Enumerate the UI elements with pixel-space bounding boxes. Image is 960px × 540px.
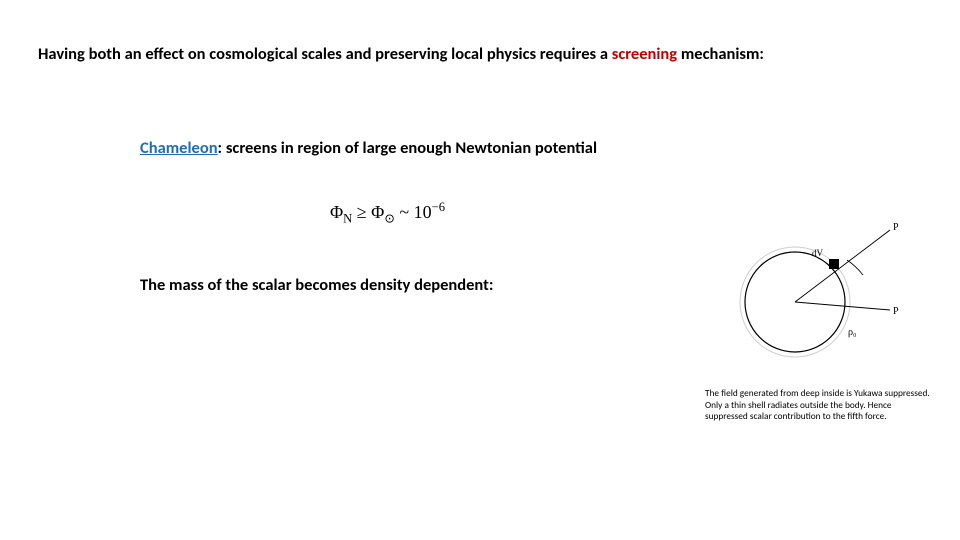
sub-sun: ⊙ [384,212,395,226]
geq: ≥ [352,202,371,222]
angle-arc [847,260,863,275]
intro-part2: mechanism: [677,44,764,64]
chameleon-line: Chameleon: screens in region of large en… [140,138,597,158]
tilde: ~ 10 [395,202,432,222]
exp: −6 [432,200,445,214]
sub-n: N [343,212,352,226]
formula: ΦN ≥ Φ⊙ ~ 10−6 [330,200,445,227]
phi1: Φ [330,202,343,222]
mass-line: The mass of the scalar becomes density d… [140,275,493,295]
chameleon-label: Chameleon [140,138,218,158]
intro-part1: Having both an effect on cosmological sc… [38,44,612,64]
slide: Having both an effect on cosmological sc… [0,0,960,540]
dv-box [829,259,839,269]
caption: The field generated from deep inside is … [705,388,930,423]
label-p-right: P [893,306,899,317]
label-p-top: P [893,222,899,233]
intro-sentence: Having both an effect on cosmological sc… [38,44,764,64]
label-rho: ρ₀ [848,327,857,338]
phi2: Φ [371,202,384,222]
screening-highlight: screening [612,44,677,64]
chameleon-text: : screens in region of large enough Newt… [218,138,597,158]
shell-diagram: P P dV ρ₀ [710,220,910,365]
label-dv: dV [812,248,824,258]
